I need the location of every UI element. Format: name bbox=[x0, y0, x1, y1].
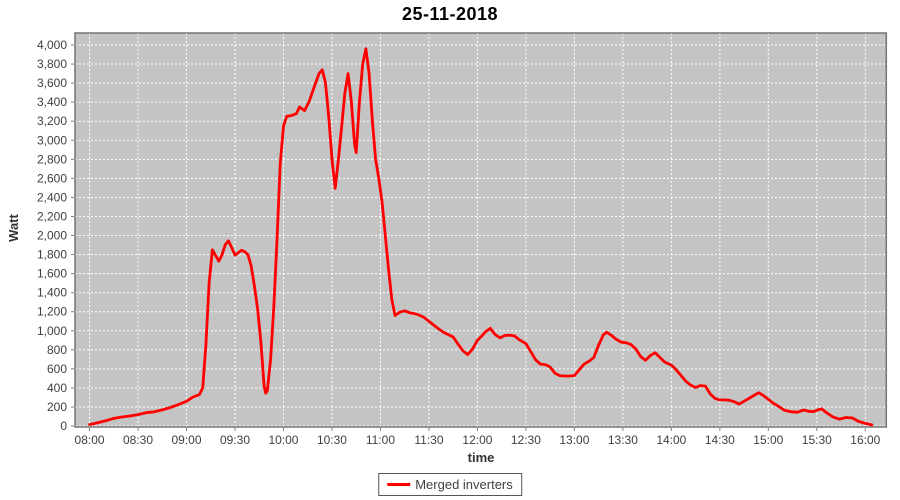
chart-title: 25-11-2018 bbox=[401, 4, 499, 24]
svg-text:600: 600 bbox=[47, 362, 67, 376]
legend-label: Merged inverters bbox=[415, 477, 513, 492]
svg-text:400: 400 bbox=[47, 381, 67, 395]
svg-text:12:00: 12:00 bbox=[462, 433, 492, 447]
svg-text:2,800: 2,800 bbox=[37, 152, 67, 166]
svg-text:3,600: 3,600 bbox=[37, 76, 67, 90]
svg-text:1,000: 1,000 bbox=[37, 324, 67, 338]
svg-text:11:00: 11:00 bbox=[366, 433, 395, 447]
svg-text:08:30: 08:30 bbox=[123, 433, 153, 447]
svg-text:1,400: 1,400 bbox=[37, 286, 67, 300]
svg-text:2,200: 2,200 bbox=[37, 209, 67, 223]
svg-text:3,400: 3,400 bbox=[37, 95, 67, 109]
svg-text:1,800: 1,800 bbox=[37, 248, 67, 262]
svg-text:10:30: 10:30 bbox=[317, 433, 347, 447]
svg-text:12:30: 12:30 bbox=[511, 433, 541, 447]
svg-text:3,000: 3,000 bbox=[37, 133, 67, 147]
legend-line-icon bbox=[387, 483, 411, 486]
svg-text:16:00: 16:00 bbox=[850, 433, 880, 447]
svg-text:10:00: 10:00 bbox=[268, 433, 298, 447]
legend-box: Merged inverters bbox=[378, 473, 522, 496]
x-axis-label: time bbox=[467, 450, 495, 465]
svg-text:14:30: 14:30 bbox=[705, 433, 735, 447]
svg-text:09:30: 09:30 bbox=[220, 433, 250, 447]
svg-text:15:00: 15:00 bbox=[753, 433, 783, 447]
svg-text:4,000: 4,000 bbox=[37, 38, 67, 52]
svg-text:09:00: 09:00 bbox=[171, 433, 201, 447]
svg-text:1,600: 1,600 bbox=[37, 267, 67, 281]
svg-text:3,800: 3,800 bbox=[37, 57, 67, 71]
svg-text:2,000: 2,000 bbox=[37, 229, 67, 243]
svg-text:08:00: 08:00 bbox=[75, 433, 105, 447]
svg-text:14:00: 14:00 bbox=[656, 433, 686, 447]
svg-text:1,200: 1,200 bbox=[37, 305, 67, 319]
svg-text:3,200: 3,200 bbox=[37, 114, 67, 128]
svg-text:200: 200 bbox=[47, 400, 67, 414]
svg-text:13:30: 13:30 bbox=[608, 433, 638, 447]
svg-text:2,400: 2,400 bbox=[37, 190, 67, 204]
svg-text:2,600: 2,600 bbox=[37, 171, 67, 185]
svg-text:15:30: 15:30 bbox=[802, 433, 832, 447]
svg-text:0: 0 bbox=[60, 419, 67, 433]
svg-text:11:30: 11:30 bbox=[414, 433, 443, 447]
y-axis-label: Watt bbox=[6, 214, 21, 242]
svg-text:800: 800 bbox=[47, 343, 67, 357]
svg-text:13:00: 13:00 bbox=[559, 433, 589, 447]
